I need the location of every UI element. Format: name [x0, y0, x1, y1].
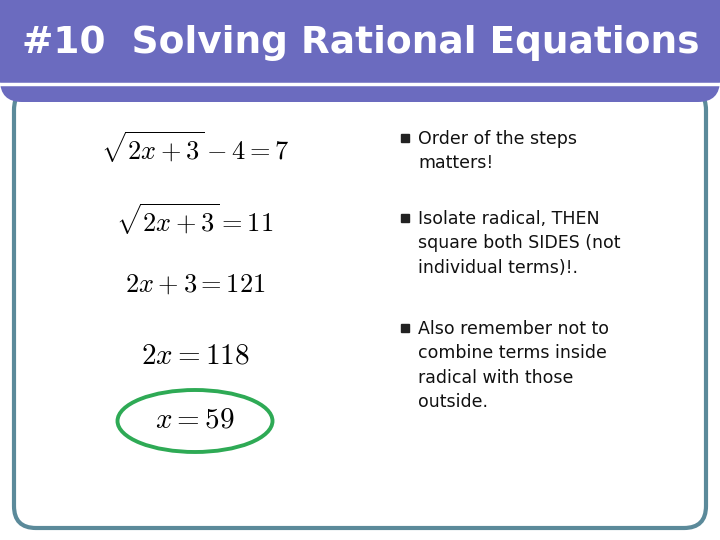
FancyBboxPatch shape — [0, 0, 720, 102]
Bar — [0, 0, 720, 62]
Text: Order of the steps
matters!: Order of the steps matters! — [418, 130, 577, 172]
Text: Isolate radical, THEN
square both SIDES (not
individual terms)!.: Isolate radical, THEN square both SIDES … — [418, 210, 621, 276]
Bar — [0, 0, 720, 82]
FancyBboxPatch shape — [14, 88, 706, 528]
Text: $\sqrt{2x+3} - 4 = 7$: $\sqrt{2x+3} - 4 = 7$ — [101, 130, 289, 166]
Text: $x = 59$: $x = 59$ — [156, 406, 235, 434]
Text: $2x + 3 = 121$: $2x + 3 = 121$ — [125, 272, 265, 298]
Text: $\sqrt{2x+3} = 11$: $\sqrt{2x+3} = 11$ — [117, 202, 274, 238]
Text: $2x = 118$: $2x = 118$ — [140, 341, 249, 369]
Text: Also remember not to
combine terms inside
radical with those
outside.: Also remember not to combine terms insid… — [418, 320, 609, 411]
Text: #10  Solving Rational Equations: #10 Solving Rational Equations — [22, 25, 700, 61]
